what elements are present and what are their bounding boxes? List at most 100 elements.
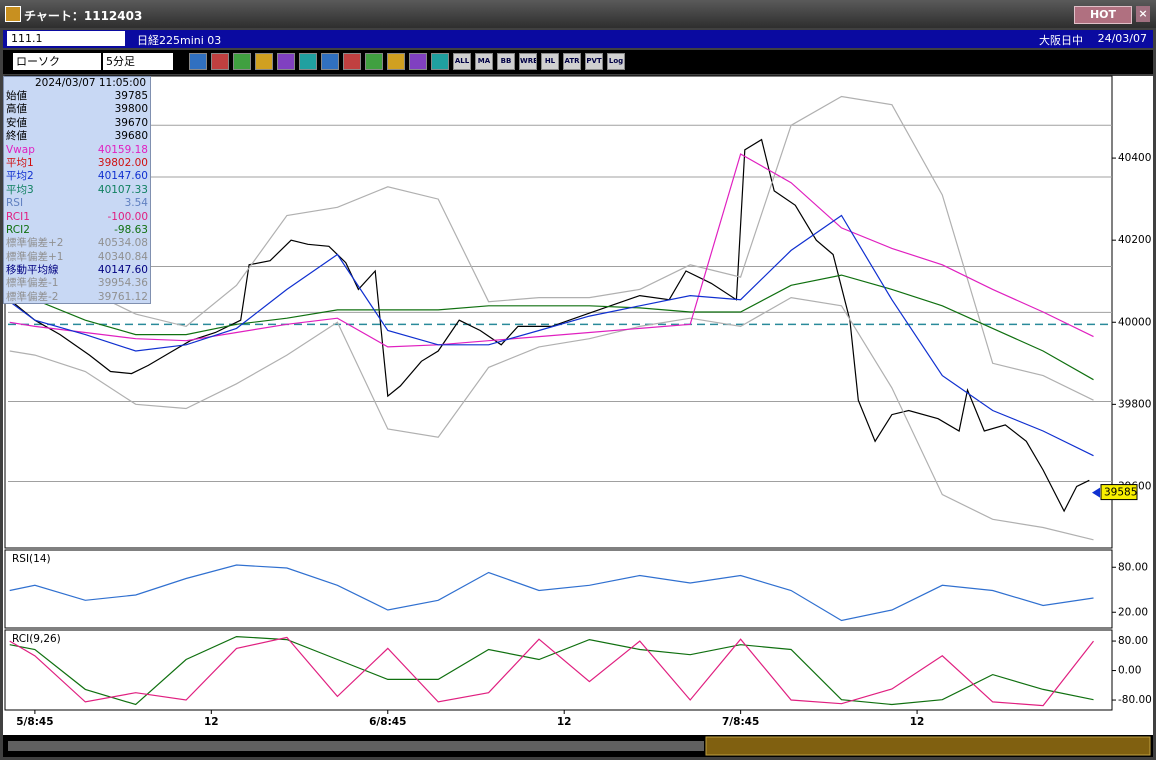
- series-line: [9, 138, 1090, 513]
- panel-title: RSI(14): [12, 553, 51, 565]
- chart-background: [3, 76, 1153, 735]
- app-icon: [5, 6, 21, 22]
- tool-button[interactable]: Log: [607, 53, 625, 70]
- info-value: 39785: [114, 90, 148, 102]
- x-tick-label: 12: [910, 716, 925, 728]
- info-label: RCI1: [6, 210, 30, 223]
- info-row: 移動平均線 40147.60: [4, 264, 150, 277]
- info-row: 高値 39800: [4, 103, 150, 116]
- tool-icon[interactable]: [387, 53, 405, 70]
- tool-button[interactable]: WRE: [519, 53, 537, 70]
- info-value: 40340.84: [97, 250, 148, 263]
- chart-type-select[interactable]: ローソク: [13, 53, 101, 70]
- tool-icon[interactable]: [365, 53, 383, 70]
- series-line: [9, 153, 1094, 348]
- series-line: [9, 636, 1094, 707]
- info-value: 39802.00: [97, 156, 148, 169]
- tool-icon[interactable]: [233, 53, 251, 70]
- series-line: [9, 214, 1094, 457]
- info-label: 終値: [6, 130, 27, 143]
- info-label: 標準偏差-1: [6, 277, 59, 290]
- info-label: RSI: [6, 197, 24, 210]
- info-row: 始値 39785: [4, 90, 150, 103]
- scroll-thumb[interactable]: [705, 736, 1151, 756]
- info-row: RCI1 -100.00: [4, 211, 150, 224]
- tool-button[interactable]: PVT: [585, 53, 603, 70]
- toolbar: ローソク 5分足 ALL MA BB WRE HL ATR PVT Log: [3, 50, 1153, 74]
- last-price-tag: [1100, 484, 1138, 501]
- tool-icon[interactable]: [343, 53, 361, 70]
- info-row: 終値 39680: [4, 130, 150, 143]
- series-line: [9, 296, 1094, 541]
- info-row: Vwap 40159.18: [4, 144, 150, 157]
- info-row: 標準偏差+2 40534.08: [4, 237, 150, 250]
- info-datetime: 2024/03/07 11:05:00: [34, 77, 146, 89]
- info-value: 39954.36: [97, 277, 148, 290]
- title-bar: チャート：1112403 HOT ×: [0, 0, 1156, 28]
- info-label: 始値: [6, 90, 27, 102]
- info-label: RCI2: [6, 223, 30, 236]
- tool-icon[interactable]: [321, 53, 339, 70]
- tool-button[interactable]: HL: [541, 53, 559, 70]
- tool-buttons: ALL MA BB WRE HL ATR PVT Log: [189, 53, 625, 70]
- info-label: 標準偏差+1: [6, 250, 64, 263]
- x-tick-label: 5/8:45: [16, 716, 53, 728]
- interval-select[interactable]: 5分足: [103, 53, 173, 70]
- code-input[interactable]: 111.1: [7, 31, 125, 46]
- info-value: -98.63: [114, 223, 148, 236]
- x-tick-label: 12: [204, 716, 219, 728]
- y-tick-label: 40200: [1118, 234, 1151, 246]
- instrument-name: 日経225mini 03: [137, 34, 222, 47]
- y-tick-label: 80.00: [1118, 635, 1148, 647]
- date: 24/03/07: [1097, 32, 1147, 45]
- info-label: 標準偏差-2: [6, 290, 59, 303]
- info-value: 39670: [114, 116, 148, 129]
- panel-frame: [4, 629, 1113, 711]
- info-label: 移動平均線: [6, 264, 59, 277]
- tool-button[interactable]: ATR: [563, 53, 581, 70]
- y-tick-label: -80.00: [1118, 694, 1152, 706]
- info-label: 高値: [6, 103, 27, 116]
- tool-icon[interactable]: [255, 53, 273, 70]
- info-value: 40147.60: [97, 264, 148, 277]
- info-row: 標準偏差-2 39761.12: [4, 291, 150, 304]
- info-row: RCI2 -98.63: [4, 224, 150, 237]
- tool-icon[interactable]: [189, 53, 207, 70]
- info-value: 39800: [114, 103, 148, 116]
- info-value: 39761.12: [97, 290, 148, 303]
- y-tick-label: 40000: [1118, 316, 1151, 328]
- x-tick-label: 7/8:45: [722, 716, 759, 728]
- tool-icon[interactable]: [277, 53, 295, 70]
- info-label: 平均3: [6, 183, 34, 196]
- tool-button[interactable]: BB: [497, 53, 515, 70]
- tool-button[interactable]: ALL: [453, 53, 471, 70]
- info-value: 40147.60: [97, 170, 148, 183]
- y-tick-label: 0.00: [1118, 665, 1141, 677]
- tool-icon[interactable]: [299, 53, 317, 70]
- y-tick-label: 39800: [1118, 398, 1151, 410]
- panel-frame: [4, 549, 1113, 629]
- series-line: [9, 95, 1094, 401]
- tool-icon[interactable]: [431, 53, 449, 70]
- x-tick-label: 6/8:45: [369, 716, 406, 728]
- close-button[interactable]: ×: [1136, 6, 1150, 22]
- session: 大阪日中: [1039, 34, 1083, 47]
- series-line: [9, 635, 1094, 706]
- info-row: 標準偏差+1 40340.84: [4, 251, 150, 264]
- info-label: 平均2: [6, 170, 34, 183]
- hot-button[interactable]: HOT: [1074, 6, 1132, 24]
- tool-icon[interactable]: [211, 53, 229, 70]
- info-row: RSI 3.54: [4, 197, 150, 210]
- info-row: 平均3 40107.33: [4, 184, 150, 197]
- series-line: [9, 564, 1094, 622]
- info-panel: 2024/03/07 11:05:00 始値 39785 高値 39800 安値 3967…: [3, 76, 151, 304]
- info-row: 平均2 40147.60: [4, 170, 150, 183]
- series-line: [9, 274, 1094, 381]
- tool-icon[interactable]: [409, 53, 427, 70]
- info-label: 標準偏差+2: [6, 237, 64, 250]
- y-tick-label: 20.00: [1118, 606, 1148, 618]
- tool-button[interactable]: MA: [475, 53, 493, 70]
- info-row: 平均1 39802.00: [4, 157, 150, 170]
